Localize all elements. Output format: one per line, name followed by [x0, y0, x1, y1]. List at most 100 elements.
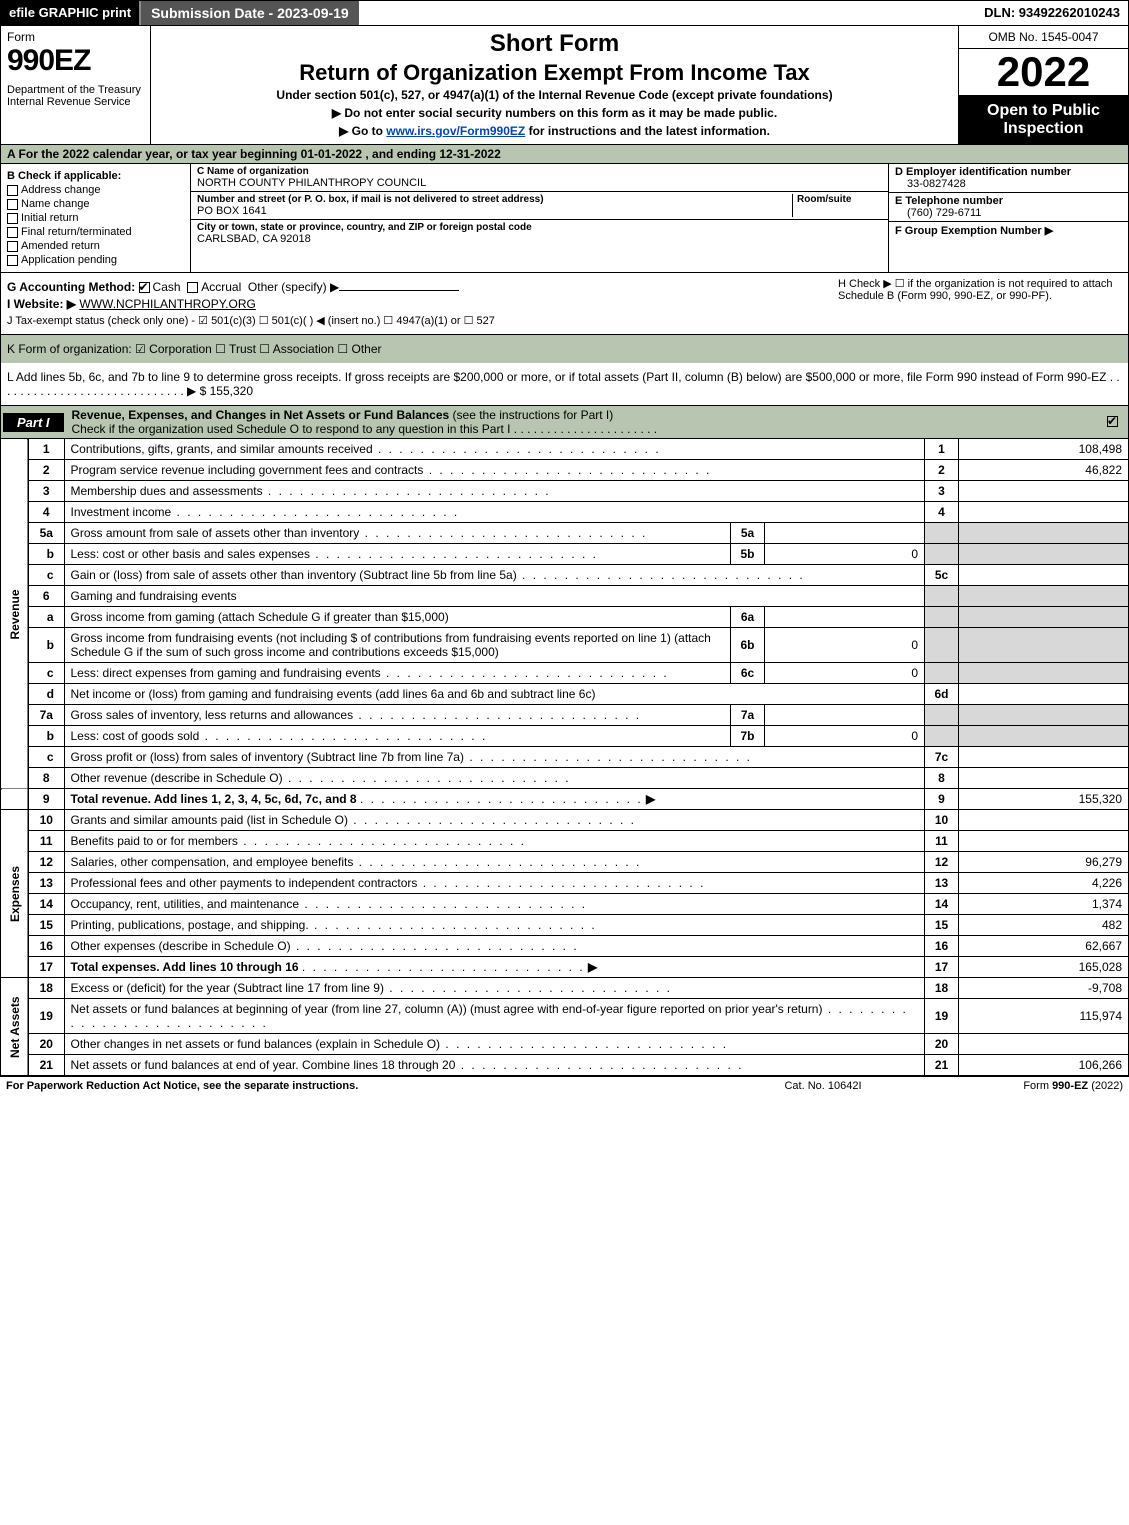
dots	[302, 960, 585, 974]
b-label-5: Application pending	[21, 254, 117, 266]
il: 6a	[731, 607, 765, 628]
ln: b	[28, 726, 64, 747]
la: 108,498	[959, 439, 1129, 460]
submission-date: Submission Date - 2023-09-19	[139, 1, 359, 25]
tax-year: 2022	[959, 49, 1128, 96]
checkbox-icon[interactable]	[7, 199, 18, 210]
la	[959, 523, 1129, 544]
footer-r-pre: Form	[1023, 1080, 1052, 1092]
tel-label: E Telephone number	[895, 195, 1122, 207]
ln: c	[28, 747, 64, 768]
ln: b	[28, 628, 64, 663]
org-city: CARLSBAD, CA 92018	[197, 233, 532, 245]
form-title: Return of Organization Exempt From Incom…	[159, 60, 950, 86]
line-7b: b Less: cost of goods sold 7b 0	[1, 726, 1129, 747]
checkbox-icon	[1107, 416, 1118, 427]
la	[959, 705, 1129, 726]
ld: Gross income from fundraising events (no…	[64, 628, 731, 663]
short-form-title: Short Form	[159, 30, 950, 58]
open-to-public: Open to Public Inspection	[959, 96, 1128, 144]
lr: 1	[925, 439, 959, 460]
checkbox-icon[interactable]	[7, 185, 18, 196]
ld: Excess or (deficit) for the year (Subtra…	[64, 978, 925, 999]
iv: 0	[765, 663, 925, 684]
ein-value: 33-0827428	[895, 178, 1122, 190]
la: 155,320	[959, 789, 1129, 810]
lr: 10	[925, 810, 959, 831]
line-7c: c Gross profit or (loss) from sales of i…	[1, 747, 1129, 768]
la: 1,374	[959, 894, 1129, 915]
form-subtitle: Under section 501(c), 527, or 4947(a)(1)…	[159, 88, 950, 102]
la	[959, 747, 1129, 768]
footer-right: Form 990-EZ (2022)	[923, 1080, 1123, 1092]
ln: a	[28, 607, 64, 628]
la	[959, 768, 1129, 789]
lr: 6d	[925, 684, 959, 705]
line-5b: b Less: cost or other basis and sales ex…	[1, 544, 1129, 565]
lr: 8	[925, 768, 959, 789]
header-right: OMB No. 1545-0047 2022 Open to Public In…	[958, 26, 1128, 144]
ld: Gross sales of inventory, less returns a…	[64, 705, 731, 726]
lr: 21	[925, 1055, 959, 1076]
ln: 8	[28, 768, 64, 789]
ln: 16	[28, 936, 64, 957]
line-6b: b Gross income from fundraising events (…	[1, 628, 1129, 663]
ln: 1	[28, 439, 64, 460]
la: -9,708	[959, 978, 1129, 999]
la	[959, 831, 1129, 852]
iv	[765, 607, 925, 628]
lr: 3	[925, 481, 959, 502]
g-cash: Cash	[153, 280, 181, 294]
la: 115,974	[959, 999, 1129, 1034]
la: 96,279	[959, 852, 1129, 873]
lr	[925, 544, 959, 565]
footer-left: For Paperwork Reduction Act Notice, see …	[6, 1080, 723, 1092]
c-city-label: City or town, state or province, country…	[197, 222, 532, 233]
g-other-blank	[339, 290, 459, 291]
checkbox-icon[interactable]	[7, 213, 18, 224]
ld: Professional fees and other payments to …	[64, 873, 925, 894]
d-group: F Group Exemption Number ▶	[889, 222, 1128, 272]
ln: 2	[28, 460, 64, 481]
ld: Less: direct expenses from gaming and fu…	[64, 663, 731, 684]
l-value: 155,320	[210, 384, 253, 398]
la: 165,028	[959, 957, 1129, 978]
il: 5b	[731, 544, 765, 565]
ld: Less: cost or other basis and sales expe…	[64, 544, 731, 565]
group-label: F Group Exemption Number ▶	[895, 224, 1122, 237]
line-4: 4 Investment income 4	[1, 502, 1129, 523]
checkbox-icon[interactable]	[7, 255, 18, 266]
line-3: 3 Membership dues and assessments 3	[1, 481, 1129, 502]
lr: 15	[925, 915, 959, 936]
la	[959, 628, 1129, 663]
ghij-left: G Accounting Method: Cash Accrual Other …	[7, 277, 832, 330]
checkbox-icon[interactable]	[7, 241, 18, 252]
line-6c: c Less: direct expenses from gaming and …	[1, 663, 1129, 684]
checkbox-icon[interactable]	[187, 282, 198, 293]
ld: Contributions, gifts, grants, and simila…	[64, 439, 925, 460]
line-21: 21 Net assets or fund balances at end of…	[1, 1055, 1129, 1076]
col-c: C Name of organization NORTH COUNTY PHIL…	[191, 164, 888, 272]
line-l-wrap: L Add lines 5b, 6c, and 7b to line 9 to …	[0, 363, 1129, 406]
lines-table: Revenue 1 Contributions, gifts, grants, …	[0, 439, 1129, 1076]
part-check[interactable]	[1100, 413, 1128, 431]
irs-link[interactable]: www.irs.gov/Form990EZ	[386, 124, 525, 138]
ld: Other expenses (describe in Schedule O)	[64, 936, 925, 957]
lr: 19	[925, 999, 959, 1034]
checkbox-icon[interactable]	[139, 282, 150, 293]
la: 46,822	[959, 460, 1129, 481]
arrow-icon: ▶	[588, 960, 597, 974]
checkbox-icon[interactable]	[7, 227, 18, 238]
lr	[925, 726, 959, 747]
ln: 19	[28, 999, 64, 1034]
ld-bold: Total expenses. Add lines 10 through 16	[71, 960, 299, 974]
ln: 18	[28, 978, 64, 999]
ld: Less: cost of goods sold	[64, 726, 731, 747]
b-title: B Check if applicable:	[7, 170, 184, 182]
dln: DLN: 93492262010243	[976, 1, 1128, 25]
ld: Total expenses. Add lines 10 through 16 …	[64, 957, 925, 978]
line-9: 9 Total revenue. Add lines 1, 2, 3, 4, 5…	[1, 789, 1129, 810]
website: WWW.NCPHILANTHROPY.ORG	[79, 297, 255, 311]
la: 62,667	[959, 936, 1129, 957]
footer-r-form: 990-EZ	[1052, 1080, 1088, 1092]
